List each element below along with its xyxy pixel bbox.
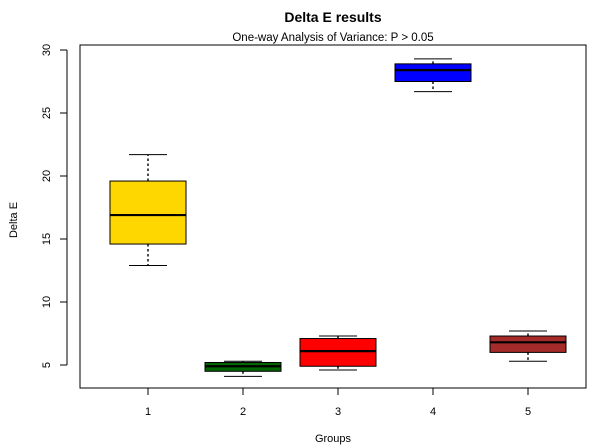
box-iqr [489,335,567,353]
x-axis: 1 2 3 4 5 [145,387,531,418]
x-tick-label: 1 [145,406,151,418]
y-tick-label: 30 [41,44,53,56]
y-axis: 5 10 15 20 25 30 [41,44,68,368]
box-group-4 [394,58,472,93]
chart-title: Delta E results [284,9,381,25]
box-group-3 [299,335,377,371]
box-iqr [299,338,377,367]
box-series [109,58,567,377]
x-tick-label: 5 [525,406,531,418]
x-tick-label: 2 [240,406,246,418]
y-tick-label: 5 [41,362,53,368]
box-iqr [109,180,187,245]
box-iqr [394,63,472,82]
y-tick-label: 15 [41,233,53,245]
y-tick-label: 25 [41,107,53,119]
box-group-5 [489,330,567,362]
x-axis-label: Groups [315,433,352,445]
x-tick-label: 3 [335,406,341,418]
x-tick-label: 4 [430,406,436,418]
box-group-2 [204,360,282,377]
chart-subtitle: One-way Analysis of Variance: P > 0.05 [232,32,433,44]
y-axis-label: Delta E [8,202,20,238]
y-tick-label: 20 [41,170,53,182]
box-group-1 [109,154,187,266]
y-tick-label: 10 [41,296,53,308]
